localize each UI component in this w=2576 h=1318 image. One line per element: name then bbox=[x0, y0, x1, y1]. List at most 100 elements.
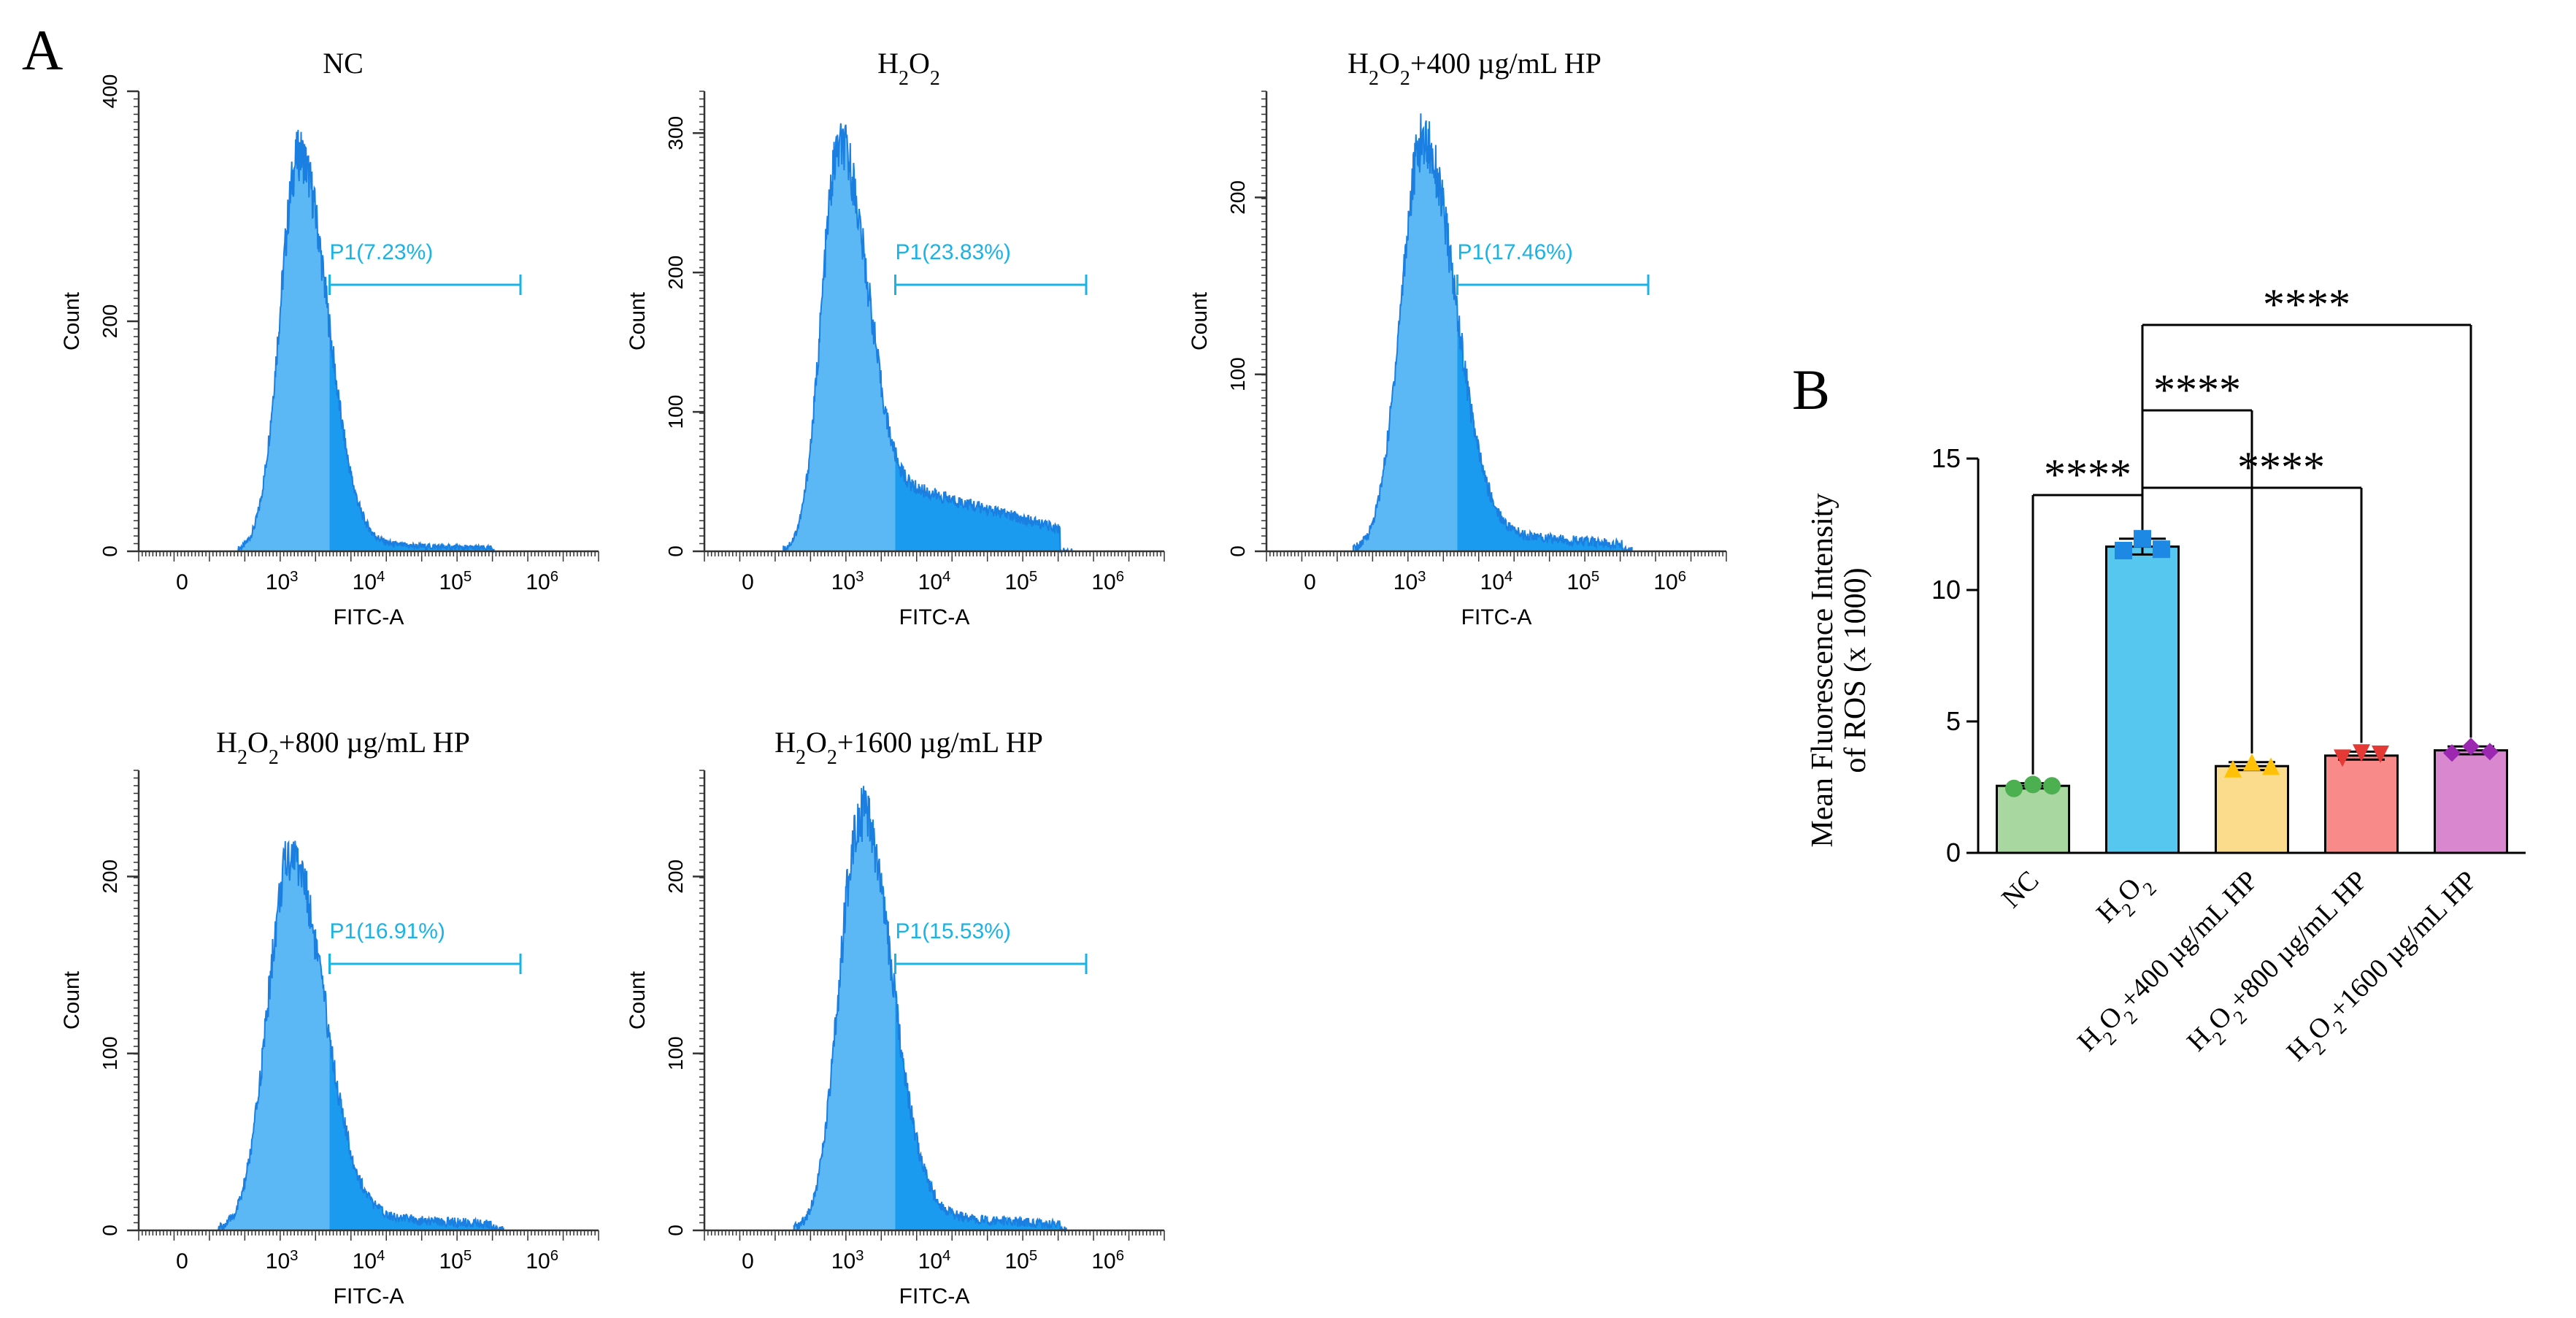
histogram-title: NC bbox=[323, 47, 364, 80]
gate-label: P1(15.53%) bbox=[896, 919, 1011, 943]
x-tick-label: 103 bbox=[1393, 569, 1426, 594]
data-point bbox=[2153, 540, 2170, 559]
tick-base: 10 bbox=[1005, 1249, 1029, 1273]
tick-base: 0 bbox=[176, 1249, 188, 1273]
tick-exponent: 3 bbox=[1418, 569, 1426, 585]
text-part: +400 µg/mL HP bbox=[1410, 47, 1602, 80]
x-tick-label: 104 bbox=[1480, 569, 1513, 594]
x-tick-label: 0 bbox=[742, 570, 754, 594]
data-point bbox=[2005, 779, 2023, 797]
tick-base: 10 bbox=[1005, 570, 1029, 594]
histogram-outline bbox=[783, 123, 1074, 554]
y-axis-label: Count bbox=[1188, 291, 1212, 350]
tick-base: 10 bbox=[918, 570, 942, 594]
histogram-title: H2O2+400 µg/mL HP bbox=[1347, 47, 1602, 90]
tick-exponent: 5 bbox=[464, 1248, 472, 1264]
histogram-outline bbox=[217, 840, 504, 1232]
y-tick-label: 0 bbox=[664, 1225, 687, 1236]
tick-exponent: 4 bbox=[942, 569, 950, 585]
tick-exponent: 6 bbox=[550, 1248, 558, 1264]
tick-base: 10 bbox=[353, 1249, 377, 1273]
text-part: NC bbox=[1996, 865, 2045, 914]
subscript: 2 bbox=[827, 746, 837, 769]
sig-stars: **** bbox=[2153, 366, 2241, 414]
x-axis-label: FITC-A bbox=[334, 605, 404, 629]
y-tick-label: 0 bbox=[99, 545, 121, 557]
gate-label: P1(17.46%) bbox=[1458, 240, 1573, 264]
tick-exponent: 5 bbox=[464, 569, 472, 585]
tick-base: 10 bbox=[526, 1249, 550, 1273]
sig-stars: **** bbox=[2044, 451, 2131, 499]
tick-exponent: 5 bbox=[1029, 569, 1037, 585]
bar-category-label: H2O2+400 µg/mL HP bbox=[2072, 865, 2270, 1064]
text-part: O bbox=[2202, 1000, 2238, 1036]
tick-exponent: 4 bbox=[942, 1248, 950, 1264]
data-point bbox=[2462, 737, 2480, 756]
y-axis-label: Count bbox=[626, 291, 650, 350]
text-part: H bbox=[2181, 1022, 2217, 1057]
x-tick-label: 103 bbox=[831, 569, 864, 594]
data-point bbox=[2353, 744, 2370, 762]
tick-base: 10 bbox=[439, 1249, 464, 1273]
tick-base: 10 bbox=[1091, 1249, 1115, 1273]
data-point bbox=[2115, 542, 2132, 559]
data-point bbox=[2334, 749, 2351, 767]
bar-y-tick-label: 15 bbox=[1931, 443, 1961, 473]
x-tick-label: 105 bbox=[1567, 569, 1600, 594]
histogram-title: H2O2 bbox=[877, 47, 940, 90]
x-tick-label: 103 bbox=[266, 1248, 299, 1273]
bar-y-label-line1: Mean Fluorescence Intensity bbox=[1806, 493, 1839, 847]
x-tick-label: 106 bbox=[526, 569, 558, 594]
tick-base: 10 bbox=[918, 1249, 942, 1273]
x-tick-label: 106 bbox=[1653, 569, 1686, 594]
histogram-area bbox=[218, 840, 330, 1230]
y-tick-label: 200 bbox=[99, 304, 121, 339]
subscript: 2 bbox=[1369, 67, 1379, 90]
y-axis-label: Count bbox=[60, 291, 84, 350]
y-tick-label: 100 bbox=[1226, 357, 1249, 391]
data-point bbox=[2372, 746, 2389, 763]
x-tick-label: 105 bbox=[439, 569, 472, 594]
gate-label: P1(7.23%) bbox=[330, 240, 434, 264]
tick-base: 0 bbox=[176, 570, 188, 594]
y-tick-label: 400 bbox=[99, 74, 121, 109]
x-tick-label: 0 bbox=[176, 570, 188, 594]
tick-base: 10 bbox=[1393, 570, 1418, 594]
tick-base: 10 bbox=[439, 570, 464, 594]
x-tick-label: 103 bbox=[831, 1248, 864, 1273]
tick-base: 10 bbox=[353, 570, 377, 594]
bar bbox=[2434, 749, 2508, 854]
x-axis-label: FITC-A bbox=[899, 605, 970, 629]
x-tick-label: 105 bbox=[439, 1248, 472, 1273]
y-tick-label: 200 bbox=[664, 256, 687, 290]
tick-base: 10 bbox=[1567, 570, 1591, 594]
y-tick-label: 100 bbox=[99, 1036, 121, 1070]
histogram-title: H2O2+800 µg/mL HP bbox=[216, 726, 470, 769]
x-tick-label: 104 bbox=[918, 1248, 951, 1273]
tick-base: 10 bbox=[831, 570, 856, 594]
tick-base: 0 bbox=[742, 570, 754, 594]
text-part: H bbox=[216, 726, 237, 759]
gate-label: P1(23.83%) bbox=[896, 240, 1011, 264]
subscript: 2 bbox=[269, 746, 279, 769]
subscript: 2 bbox=[930, 67, 940, 90]
y-axis-label: Count bbox=[60, 970, 84, 1030]
tick-exponent: 4 bbox=[377, 569, 385, 585]
x-axis-label: FITC-A bbox=[334, 1284, 404, 1309]
bar bbox=[2324, 754, 2399, 854]
histogram-area bbox=[238, 129, 330, 551]
y-axis-label: Count bbox=[626, 970, 650, 1030]
tick-exponent: 6 bbox=[1116, 1248, 1124, 1264]
text-part: O bbox=[909, 47, 930, 80]
tick-base: 10 bbox=[266, 1249, 290, 1273]
bar-category-label: H2O2+1600 µg/mL HP bbox=[2281, 865, 2489, 1073]
tick-exponent: 4 bbox=[1504, 569, 1512, 585]
bar-y-tick-label: 10 bbox=[1931, 575, 1961, 605]
bar bbox=[2105, 545, 2180, 854]
tick-exponent: 3 bbox=[856, 1248, 864, 1264]
text-part: H bbox=[1347, 47, 1369, 80]
sig-stars: **** bbox=[2237, 443, 2325, 491]
